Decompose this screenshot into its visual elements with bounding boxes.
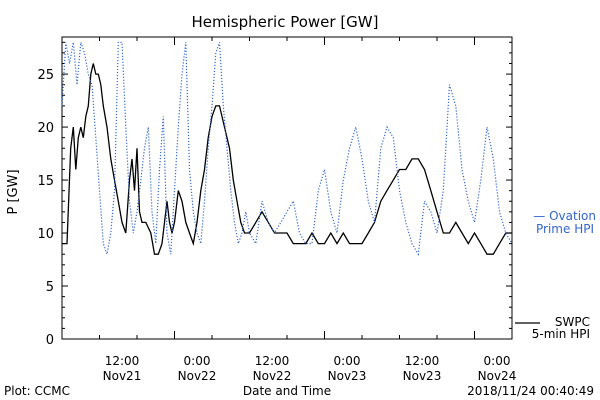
footer-timestamp: 2018/11/24 00:40:49 xyxy=(467,384,594,398)
x-axis-label: Date and Time xyxy=(243,384,331,398)
x-tick-time-label: 0:00 xyxy=(484,354,511,368)
footer-credit: Plot: CCMC xyxy=(4,384,70,398)
y-tick-label: 15 xyxy=(37,174,54,189)
x-tick-date-label: Nov22 xyxy=(253,369,292,383)
x-tick-time-label: 12:00 xyxy=(105,354,140,368)
chart-title: Hemispheric Power [GW] xyxy=(192,13,379,31)
x-tick-time-label: 0:00 xyxy=(334,354,361,368)
y-tick-label: 0 xyxy=(46,333,54,348)
x-tick-date-label: Nov21 xyxy=(103,369,142,383)
legend-swpc-line2: 5-min HPI xyxy=(532,327,590,341)
ovation-series-line xyxy=(61,41,513,257)
y-axis-label: P [GW] xyxy=(6,169,21,214)
x-tick-time-label: 12:00 xyxy=(255,354,290,368)
x-tick-date-label: Nov22 xyxy=(178,369,217,383)
x-tick-date-label: Nov23 xyxy=(328,369,367,383)
y-tick-label: 10 xyxy=(37,227,54,242)
x-tick-time-label: 0:00 xyxy=(184,354,211,368)
legend-ovation-line2: Prime HPI xyxy=(536,222,594,236)
legend-swpc-line1: SWPC xyxy=(555,315,590,329)
legend-ovation-line1: — Ovation xyxy=(533,209,596,223)
x-tick-time-label: 12:00 xyxy=(405,354,440,368)
y-tick-label: 5 xyxy=(46,280,54,295)
x-tick-date-label: Nov23 xyxy=(403,369,442,383)
series-layer xyxy=(61,41,513,257)
swpc-series-line xyxy=(62,63,512,255)
legend-ovation: — Ovation Prime HPI xyxy=(533,209,596,236)
legend-swpc: SWPC 5-min HPI xyxy=(515,315,590,341)
y-tick-label: 25 xyxy=(37,68,54,83)
axis-ticks: 051015202512:00Nov210:00Nov2212:00Nov220… xyxy=(37,37,516,383)
y-tick-label: 20 xyxy=(37,121,54,136)
x-tick-date-label: Nov24 xyxy=(478,369,517,383)
